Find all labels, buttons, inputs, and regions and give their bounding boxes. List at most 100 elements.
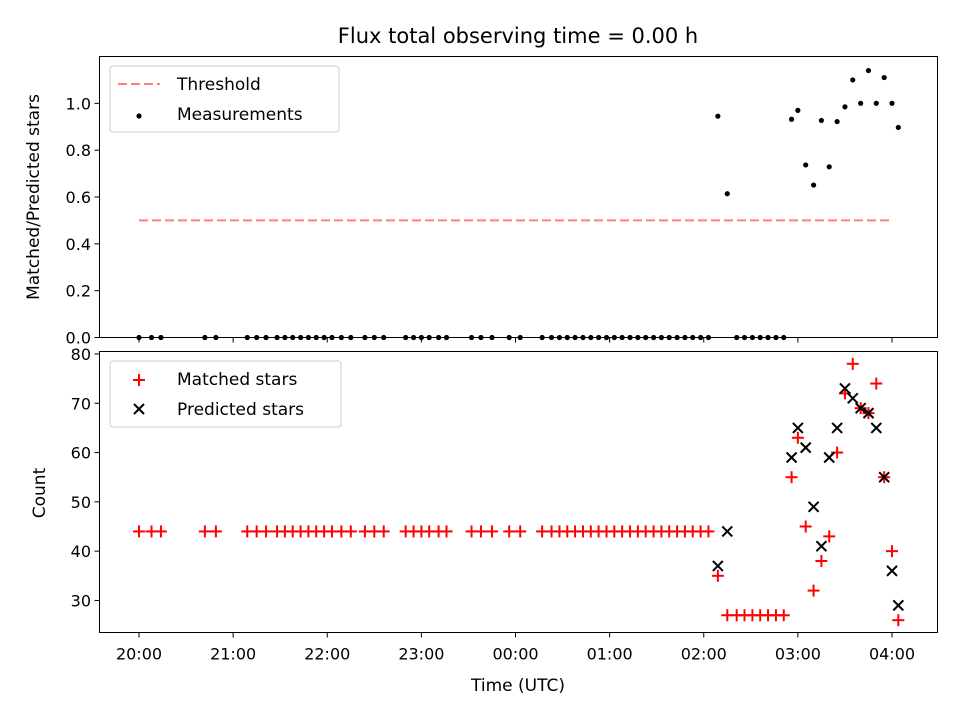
count-legend: Matched stars Predicted stars: [109, 360, 342, 428]
predicted-point: [862, 407, 875, 419]
chart-title: Flux total observing time = 0.00 h: [338, 24, 698, 48]
panel-ratio: 0.0 0.2 0.4 0.6 0.8 1.0 Matched/Predicted sta…: [24, 56, 938, 348]
measurement-point: [810, 182, 817, 188]
y-tick-label: 50: [71, 493, 91, 512]
matched-point: [711, 569, 724, 582]
y-tick-label: 30: [71, 591, 91, 610]
series-matched-stars: [133, 357, 905, 627]
count-y-ticks: 30 40 50 60 70 80: [71, 345, 100, 610]
y-tick-label: 0.6: [66, 188, 91, 207]
predicted-point: [712, 560, 724, 572]
matched-point: [133, 525, 145, 538]
legend-matched-label: Matched stars: [177, 370, 297, 390]
count-y-label: Count: [30, 467, 50, 518]
predicted-point: [870, 422, 882, 434]
x-tick-label: 03:00: [775, 645, 821, 664]
count-axes-frame: [99, 351, 938, 633]
measurement-point: [895, 124, 901, 131]
measurement-point: [858, 100, 864, 106]
y-tick-label: 0.0: [66, 329, 91, 348]
ratio-legend: Threshold Measurements: [109, 65, 340, 133]
y-tick-label: 0.2: [66, 282, 91, 301]
predicted-point: [792, 422, 804, 434]
matched-point: [791, 431, 804, 444]
matched-point: [823, 530, 836, 543]
legend-measurements-label: Measurements: [177, 105, 303, 125]
count-plot-area: [133, 357, 905, 627]
matched-point: [702, 525, 715, 538]
y-tick-label: 70: [71, 394, 91, 413]
legend-threshold-label: Threshold: [176, 75, 261, 95]
y-tick-label: 80: [71, 345, 91, 364]
measurement-point: [842, 104, 848, 110]
matched-point: [344, 525, 357, 538]
matched-point: [892, 614, 905, 627]
matched-point: [503, 525, 516, 538]
y-tick-label: 0.4: [66, 235, 91, 254]
matched-point: [777, 609, 790, 622]
matched-point: [514, 525, 527, 538]
x-axis-label: Time (UTC): [470, 676, 565, 696]
y-tick-label: 1.0: [66, 94, 91, 113]
ratio-y-label: Matched/Predicted stars: [24, 94, 44, 300]
matched-point: [846, 357, 859, 370]
matched-point: [785, 471, 798, 484]
count-x-ticks: 20:00 21:00 22:00 23:00 00:00 01:00 02:00 03:00…: [116, 632, 915, 664]
x-tick-label: 02:00: [681, 645, 727, 664]
predicted-point: [785, 451, 798, 464]
matched-point: [485, 525, 498, 538]
predicted-point: [854, 402, 867, 414]
y-tick-label: 0.8: [66, 141, 91, 160]
legend-measurements-marker: [136, 113, 142, 119]
matched-point: [209, 525, 222, 538]
predicted-point: [892, 599, 905, 612]
panel-count: 30 40 50 60 70 80 20:00 21:00 22:00 23:00 00:00 01…: [30, 345, 938, 696]
measurement-point: [881, 74, 887, 81]
x-tick-label: 21:00: [210, 645, 256, 664]
matched-point: [870, 377, 883, 390]
measurement-point: [715, 113, 721, 119]
measurement-point: [795, 107, 801, 113]
predicted-point: [823, 451, 835, 464]
ratio-y-ticks: 0.0 0.2 0.4 0.6 0.8 1.0: [66, 94, 100, 348]
predicted-point: [886, 565, 898, 577]
ratio-x-ticks: [138, 337, 893, 343]
predicted-point: [878, 471, 890, 483]
y-tick-label: 40: [71, 542, 91, 561]
legend-matched-marker: [133, 374, 145, 386]
measurement-point: [788, 116, 795, 122]
matched-point: [440, 525, 453, 538]
predicted-point: [831, 422, 843, 434]
predicted-point: [847, 392, 859, 405]
x-tick-label: 04:00: [869, 645, 915, 664]
matched-point: [799, 520, 812, 533]
measurement-point: [818, 117, 825, 124]
predicted-point: [807, 501, 820, 513]
matched-point: [886, 545, 898, 558]
predicted-point: [815, 540, 828, 552]
legend-predicted-label: Predicted stars: [177, 400, 304, 420]
matched-point: [198, 525, 211, 538]
matched-point: [815, 555, 828, 568]
x-tick-label: 20:00: [116, 645, 162, 664]
matched-point: [807, 584, 820, 597]
x-tick-label: 01:00: [587, 645, 633, 664]
measurement-point: [889, 100, 895, 106]
measurement-point: [803, 162, 809, 168]
matched-point: [260, 525, 273, 538]
count-legend-box: [109, 360, 342, 428]
predicted-point: [799, 441, 812, 454]
ratio-legend-box: [109, 65, 340, 133]
series-predicted-stars: [712, 382, 905, 612]
x-tick-label: 00:00: [492, 645, 538, 664]
measurement-point: [724, 191, 730, 197]
measurement-point: [865, 67, 872, 74]
matched-point: [377, 525, 390, 538]
measurement-point: [850, 77, 856, 83]
matched-point: [474, 525, 487, 538]
measurement-point: [873, 100, 879, 106]
matched-point: [154, 525, 167, 538]
y-tick-label: 60: [71, 444, 91, 463]
x-tick-label: 23:00: [398, 645, 444, 664]
